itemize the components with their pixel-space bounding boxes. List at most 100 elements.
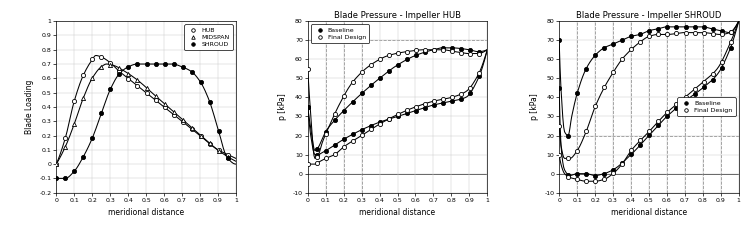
Baseline bbox=[448, 47, 457, 49]
SHROUD bbox=[133, 63, 142, 66]
Line: MIDSPAN: MIDSPAN bbox=[54, 63, 230, 166]
Title: Blade Pressure - Impeller HUB: Blade Pressure - Impeller HUB bbox=[334, 11, 461, 20]
HUB bbox=[79, 74, 88, 77]
HUB bbox=[52, 163, 61, 165]
Final Design bbox=[627, 48, 636, 51]
Baseline bbox=[726, 31, 735, 34]
Line: HUB: HUB bbox=[54, 55, 230, 166]
Y-axis label: Blade Loading: Blade Loading bbox=[25, 80, 34, 134]
HUB bbox=[224, 153, 232, 156]
Baseline bbox=[618, 39, 627, 42]
SHROUD bbox=[169, 63, 178, 66]
Final Design bbox=[708, 32, 717, 35]
HUB bbox=[178, 120, 187, 123]
Baseline bbox=[330, 119, 339, 121]
Baseline bbox=[636, 33, 645, 36]
HUB bbox=[133, 84, 142, 87]
Line: Baseline: Baseline bbox=[557, 25, 733, 138]
MIDSPAN bbox=[61, 145, 70, 148]
Final Design bbox=[421, 48, 430, 51]
Final Design bbox=[376, 58, 385, 61]
HUB bbox=[88, 58, 97, 61]
Baseline bbox=[385, 70, 394, 72]
Final Design bbox=[609, 71, 618, 74]
HUB bbox=[142, 92, 151, 94]
MIDSPAN bbox=[142, 86, 151, 89]
Title: Blade Pressure - Impeller SHROUD: Blade Pressure - Impeller SHROUD bbox=[576, 11, 722, 20]
Legend: HUB, MIDSPAN, SHROUD: HUB, MIDSPAN, SHROUD bbox=[184, 24, 232, 50]
HUB bbox=[151, 99, 160, 102]
SHROUD bbox=[97, 112, 106, 115]
MIDSPAN bbox=[124, 72, 133, 75]
Baseline bbox=[339, 109, 348, 112]
HUB bbox=[214, 149, 223, 152]
MIDSPAN bbox=[196, 134, 206, 137]
Baseline bbox=[600, 46, 609, 49]
MIDSPAN bbox=[178, 118, 187, 121]
Baseline bbox=[699, 25, 708, 28]
MIDSPAN bbox=[169, 110, 178, 113]
Final Design bbox=[412, 49, 421, 52]
Final Design bbox=[636, 40, 645, 43]
Final Design bbox=[717, 33, 726, 36]
SHROUD bbox=[88, 137, 97, 139]
Baseline bbox=[654, 27, 663, 30]
HUB bbox=[115, 70, 124, 73]
MIDSPAN bbox=[206, 142, 214, 145]
HUB bbox=[196, 135, 206, 137]
Final Design bbox=[330, 112, 339, 115]
Final Design bbox=[385, 54, 394, 57]
Baseline bbox=[466, 48, 475, 51]
Final Design bbox=[303, 67, 312, 70]
Baseline bbox=[367, 84, 376, 87]
MIDSPAN bbox=[52, 163, 61, 165]
Baseline bbox=[555, 39, 564, 42]
Final Design bbox=[448, 50, 457, 53]
HUB bbox=[124, 77, 133, 80]
SHROUD bbox=[115, 72, 124, 75]
Baseline bbox=[348, 100, 357, 103]
MIDSPAN bbox=[79, 97, 88, 99]
Baseline bbox=[412, 54, 421, 57]
MIDSPAN bbox=[151, 94, 160, 97]
SHROUD bbox=[196, 81, 206, 84]
Baseline bbox=[672, 25, 681, 28]
Baseline bbox=[645, 29, 654, 32]
Baseline bbox=[690, 25, 699, 28]
Baseline bbox=[439, 47, 448, 49]
Baseline bbox=[376, 77, 385, 79]
Baseline bbox=[564, 134, 573, 137]
Legend: Baseline, Final Design: Baseline, Final Design bbox=[310, 24, 369, 43]
Baseline bbox=[681, 25, 690, 28]
Final Design bbox=[681, 31, 690, 34]
SHROUD bbox=[70, 170, 79, 172]
MIDSPAN bbox=[160, 102, 169, 105]
Baseline bbox=[394, 63, 403, 66]
Final Design bbox=[618, 58, 627, 60]
Final Design bbox=[663, 33, 672, 36]
X-axis label: meridional distance: meridional distance bbox=[108, 208, 184, 217]
Final Design bbox=[439, 48, 448, 51]
Baseline bbox=[582, 67, 591, 70]
MIDSPAN bbox=[214, 149, 223, 152]
Final Design bbox=[339, 95, 348, 98]
Final Design bbox=[357, 71, 366, 74]
SHROUD bbox=[106, 88, 115, 91]
Final Design bbox=[573, 149, 582, 152]
MIDSPAN bbox=[70, 122, 79, 125]
MIDSPAN bbox=[88, 77, 97, 79]
Final Design bbox=[699, 31, 708, 34]
Final Design bbox=[582, 130, 591, 133]
Final Design bbox=[312, 156, 321, 159]
Final Design bbox=[564, 157, 573, 160]
SHROUD bbox=[214, 130, 223, 133]
Baseline bbox=[591, 54, 600, 57]
SHROUD bbox=[52, 177, 61, 180]
Final Design bbox=[690, 31, 699, 34]
Final Design bbox=[430, 48, 439, 51]
HUB bbox=[160, 106, 169, 109]
Baseline bbox=[303, 106, 312, 108]
SHROUD bbox=[61, 177, 70, 180]
HUB bbox=[61, 137, 70, 140]
Final Design bbox=[726, 31, 735, 34]
